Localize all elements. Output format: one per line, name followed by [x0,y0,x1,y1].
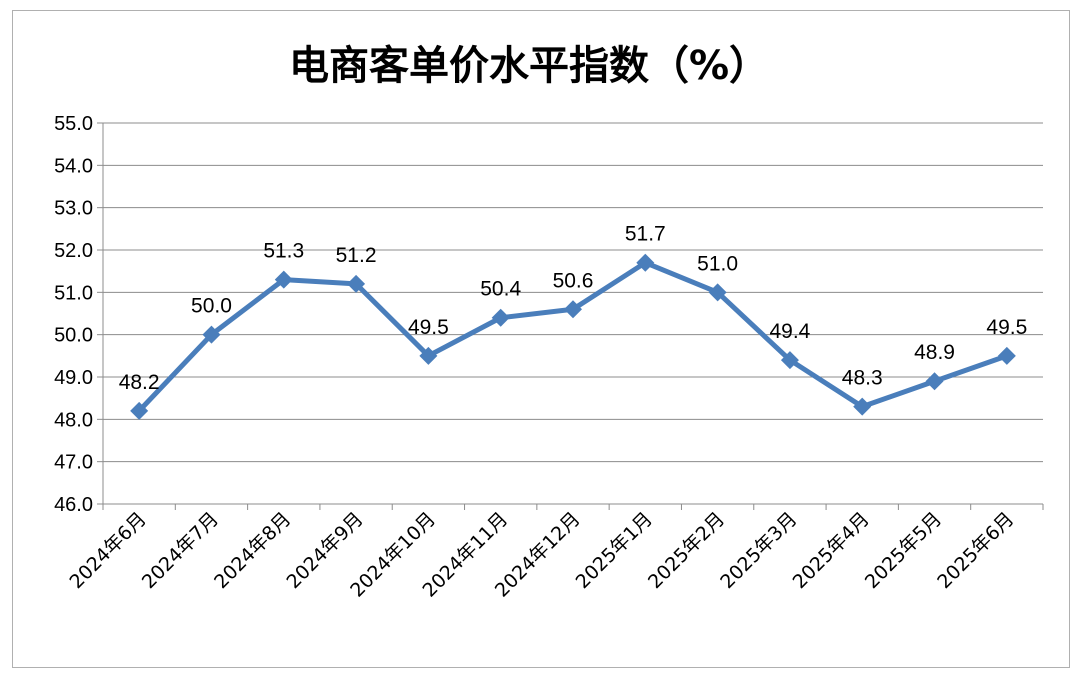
y-tick-label: 49.0 [54,367,93,389]
data-point-marker [708,283,727,302]
data-label: 50.6 [553,269,594,292]
x-tick-label: 2025年4月 [789,508,874,593]
y-tick-label: 54.0 [54,155,93,177]
data-label: 49.5 [986,316,1027,339]
data-point-marker [636,253,655,272]
y-tick-label: 46.0 [54,494,93,516]
axes [97,122,1044,510]
series-layer [130,253,1016,420]
x-axis-ticks: 2024年6月2024年7月2024年8月2024年9月2024年10月2024… [66,508,1019,602]
data-labels: 48.2 50.0 51.3 51.2 49.5 50.4 50.6 51.7 51.0 49.4… [119,223,1028,394]
data-point-marker [853,397,872,416]
y-tick-label: 48.0 [54,409,93,431]
y-axis-ticks: 46.0 47.0 48.0 49.0 50.0 51.0 52.0 53.0 54.0 55.0 [54,113,93,516]
data-label: 48.3 [842,367,883,390]
data-label: 48.9 [914,341,955,364]
data-label: 51.3 [263,240,304,263]
data-label: 50.4 [480,278,521,301]
y-tick-label: 47.0 [54,452,93,474]
x-tick-label: 2025年6月 [933,508,1018,593]
x-tick-label: 2024年8月 [210,508,295,593]
data-label: 51.0 [697,252,738,275]
data-label: 51.2 [336,244,377,267]
data-label: 48.2 [119,371,160,394]
data-label: 51.7 [625,223,666,246]
data-label: 49.5 [408,316,449,339]
y-tick-label: 55.0 [54,113,93,135]
x-tick-label: 2024年7月 [138,508,223,593]
x-tick-label: 2025年1月 [572,508,657,593]
data-point-marker [780,351,799,370]
data-point-marker [202,325,221,344]
data-point-marker [997,346,1016,365]
y-tick-label: 51.0 [54,282,93,304]
chart-title: 电商客单价水平指数（%） [289,43,769,89]
grid-lines [103,122,1043,463]
data-point-marker [925,372,944,391]
y-tick-label: 53.0 [54,198,93,220]
data-label: 50.0 [191,295,232,318]
x-tick-label: 2025年2月 [644,508,729,593]
data-point-marker [564,300,582,319]
data-point-marker [274,270,293,289]
x-tick-label: 2025年3月 [716,508,801,593]
chart-frame: 电商客单价水平指数（%） 46.0 47.0 48.0 49.0 50.0 51.0 52.… [12,10,1070,668]
data-point-marker [419,346,438,365]
x-tick-label: 2024年6月 [66,508,151,593]
y-tick-label: 50.0 [54,325,93,347]
data-point-marker [130,401,149,420]
data-point-marker [491,308,510,327]
data-point-marker [347,274,366,293]
line-chart: 电商客单价水平指数（%） 46.0 47.0 48.0 49.0 50.0 51.0 52.… [54,43,1044,602]
x-tick-label: 2025年5月 [861,508,946,593]
data-label: 49.4 [769,320,810,343]
y-tick-label: 52.0 [54,240,93,262]
